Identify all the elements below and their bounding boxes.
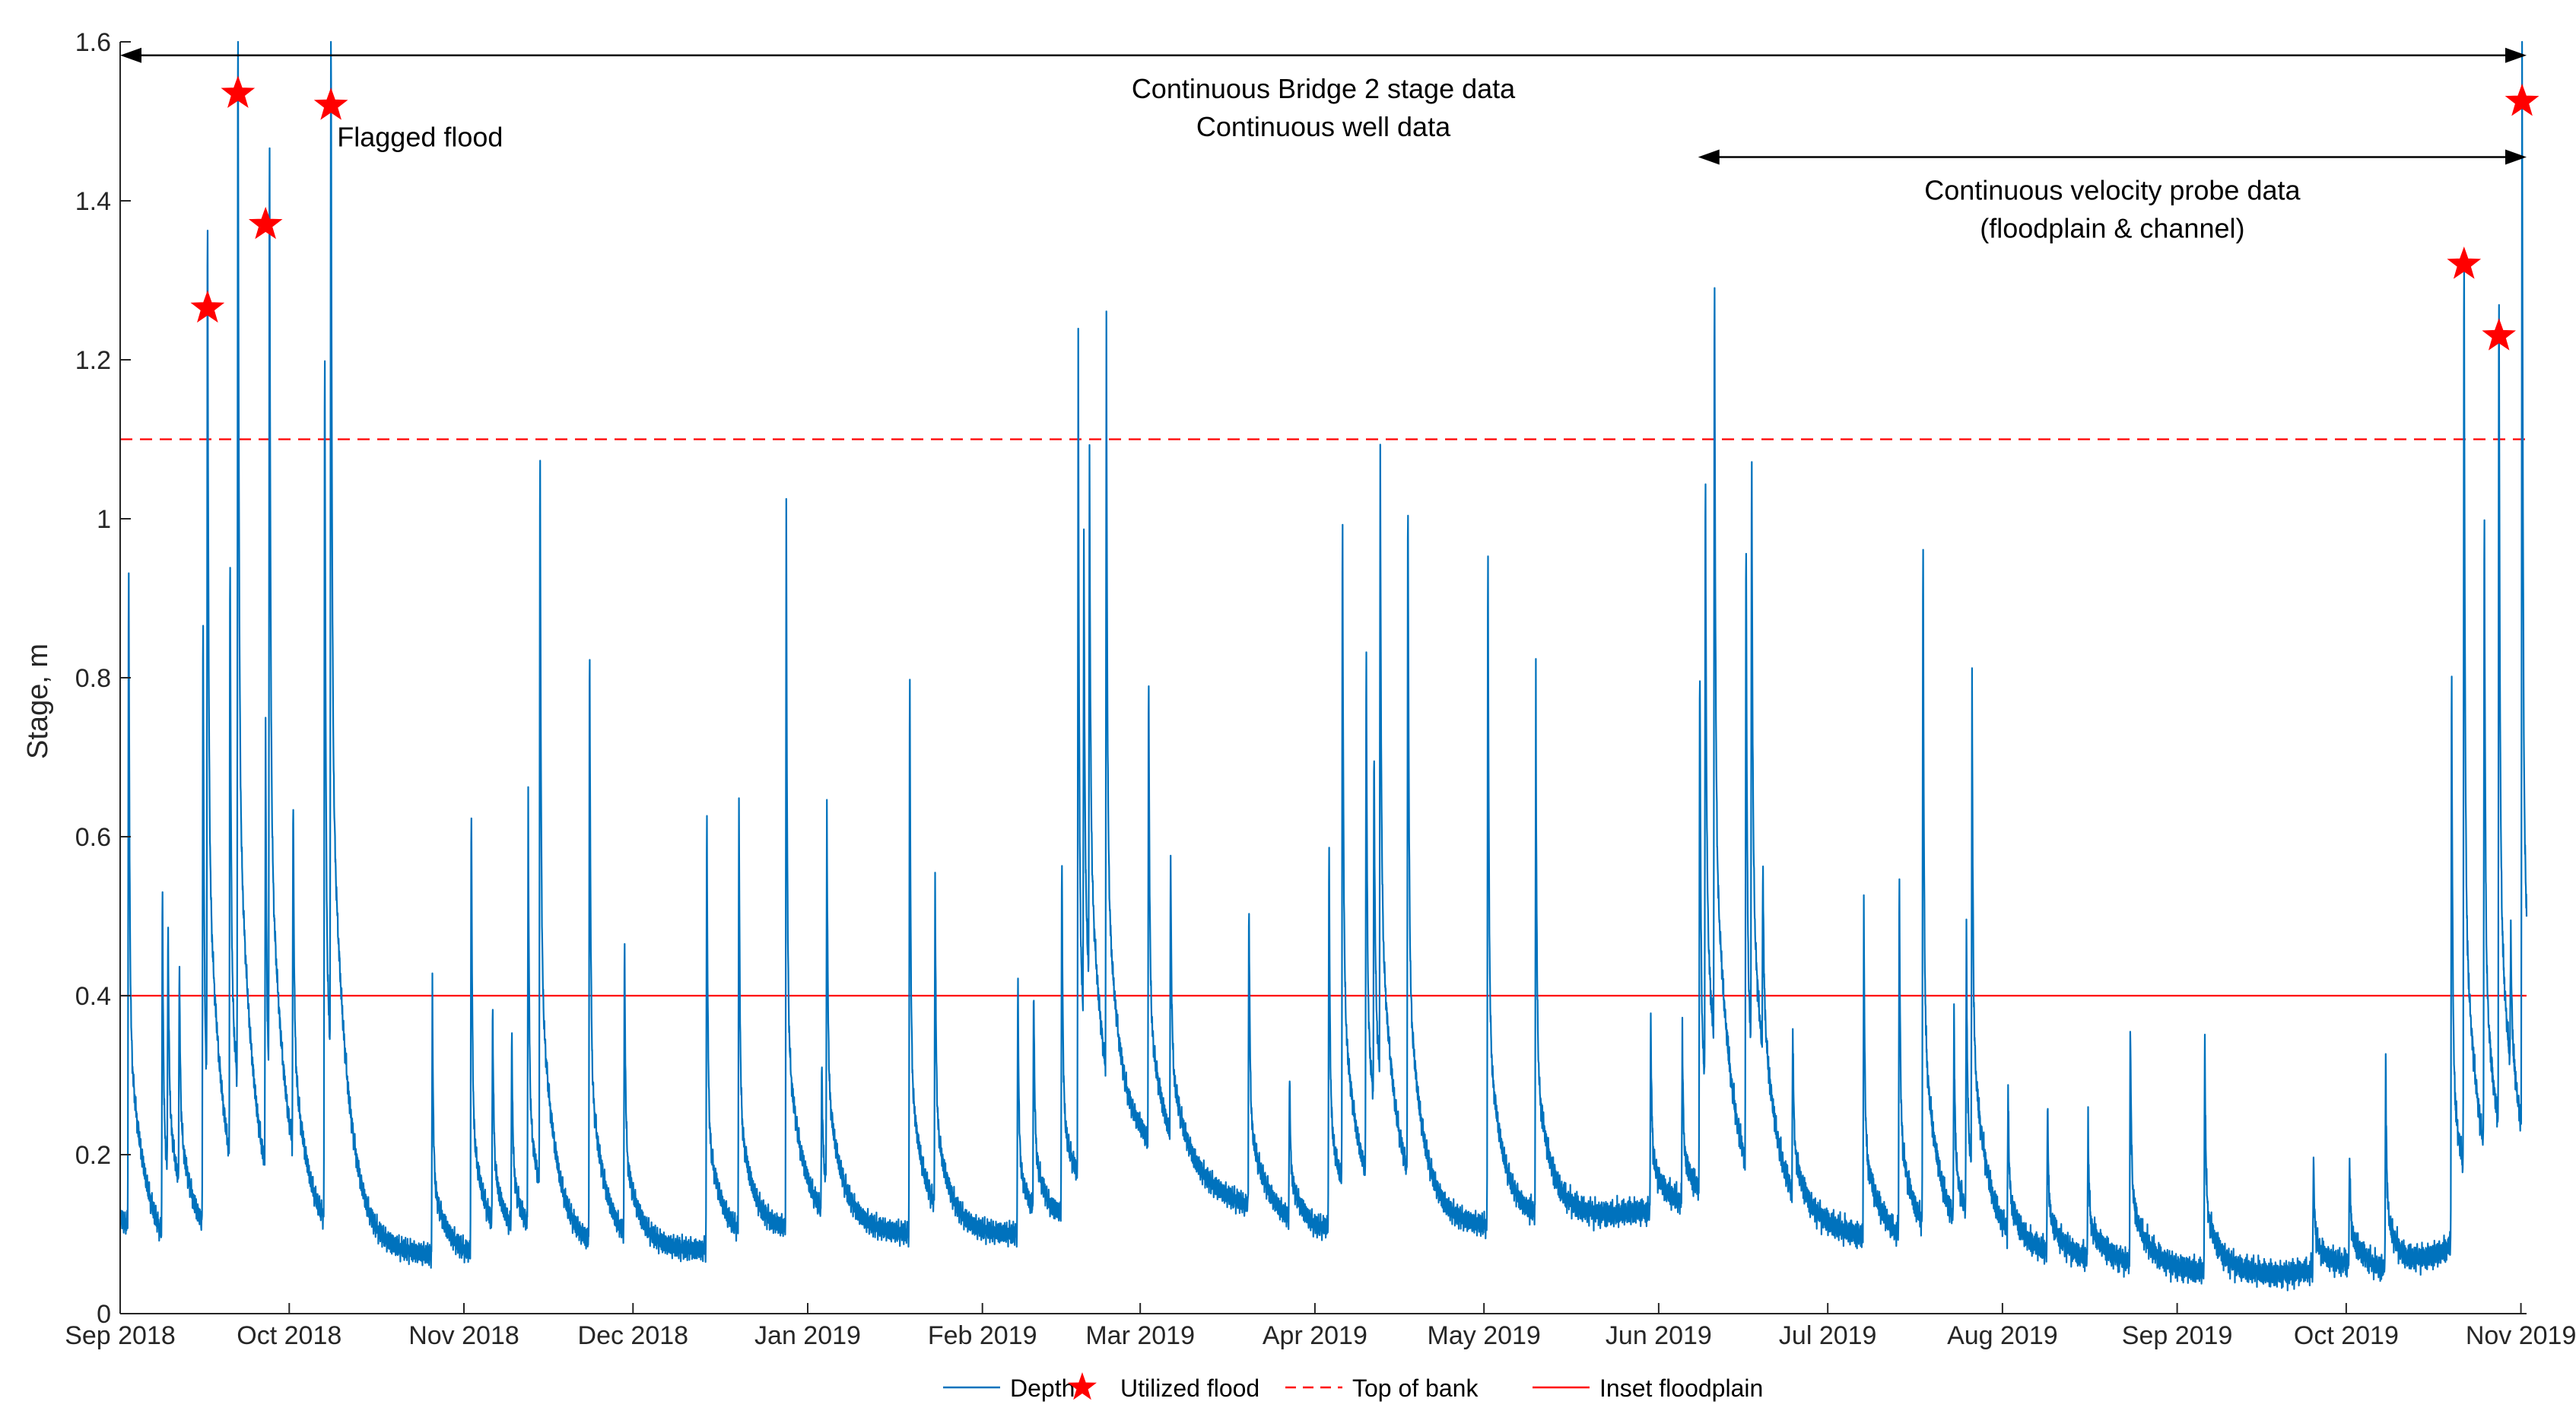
depth-series-line — [119, 40, 2528, 1292]
x-tick-label: Jan 2019 — [754, 1321, 861, 1350]
x-tick-label: Oct 2018 — [237, 1321, 341, 1350]
x-tick-label: Feb 2019 — [928, 1321, 1037, 1350]
y-tick-label: 1.6 — [75, 28, 111, 57]
velocity-probe-range-head-right — [2505, 149, 2527, 165]
x-tick-label: Nov 2019 — [2466, 1321, 2576, 1350]
utilized-flood-star — [221, 75, 256, 108]
legend-entry-top-of-bank: Top of bank — [1352, 1374, 1479, 1402]
x-tick-label: Mar 2019 — [1085, 1321, 1195, 1350]
x-tick-label: Nov 2018 — [408, 1321, 519, 1350]
x-tick-label: Sep 2018 — [65, 1321, 176, 1350]
velocity-probe-range-label: (floodplain & channel) — [1980, 213, 2244, 244]
x-tick-label: Jul 2019 — [1779, 1321, 1877, 1350]
x-tick-label: Oct 2019 — [2294, 1321, 2399, 1350]
y-tick-label: 0.4 — [75, 982, 111, 1011]
x-tick-label: May 2019 — [1428, 1321, 1541, 1350]
legend-entry-utilized-flood: Utilized flood — [1120, 1374, 1259, 1402]
x-tick-label: Dec 2018 — [578, 1321, 689, 1350]
utilized-flood-star — [2505, 83, 2539, 116]
velocity-probe-range-label: Continuous velocity probe data — [1924, 175, 2301, 206]
utilized-flood-star — [313, 87, 348, 120]
y-tick-label: 0.6 — [75, 823, 111, 852]
legend-swatch — [1068, 1372, 1097, 1400]
legend-entry-depth: Depth — [1010, 1374, 1075, 1402]
x-tick-label: Sep 2019 — [2122, 1321, 2233, 1350]
utilized-flood-star — [190, 290, 225, 323]
utilized-flood-star — [248, 206, 283, 240]
flagged-flood-label: Flagged flood — [337, 121, 503, 152]
x-tick-label: Apr 2019 — [1263, 1321, 1367, 1350]
utilized-flood-star — [2447, 246, 2482, 279]
x-tick-label: Jun 2019 — [1606, 1321, 1712, 1350]
stage-well-range-head-left — [120, 47, 141, 63]
stage-well-range-head-right — [2505, 47, 2527, 63]
y-axis-label: Stage, m — [22, 644, 54, 759]
plot-area: 0 0.2 0.4 0.6 0.8 1 1.2 1.4 1.6 Sep 2018 Oct 2018 N… — [65, 28, 2576, 1402]
y-tick-label: 0.8 — [75, 664, 111, 693]
utilized-flood-star — [2482, 318, 2517, 351]
y-tick-label: 1 — [97, 505, 111, 534]
y-tick-label: 0 — [97, 1300, 111, 1329]
y-tick-label: 1.4 — [75, 187, 111, 216]
stage-well-range-label: Continuous Bridge 2 stage data — [1132, 73, 1516, 104]
legend-entry-inset-floodplain: Inset floodplain — [1599, 1374, 1763, 1402]
x-tick-label: Aug 2019 — [1947, 1321, 2058, 1350]
y-tick-label: 1.2 — [75, 346, 111, 375]
velocity-probe-range-head-left — [1698, 149, 1720, 165]
stage-well-range-label: Continuous well data — [1196, 111, 1451, 142]
y-tick-label: 0.2 — [75, 1141, 111, 1170]
